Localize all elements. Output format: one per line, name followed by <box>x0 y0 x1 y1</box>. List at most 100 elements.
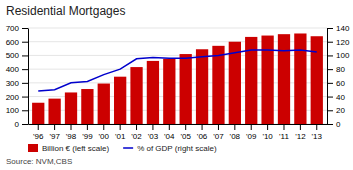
tick-label: '12 <box>295 132 306 141</box>
tick: 200 <box>6 93 28 102</box>
bar <box>32 103 44 124</box>
tick-label: 80 <box>336 65 345 74</box>
grid <box>28 28 327 124</box>
axis-domain <box>327 29 328 125</box>
tick: '11 <box>279 124 289 141</box>
tick-label: '11 <box>279 132 289 141</box>
bar <box>311 36 323 124</box>
tick: '07 <box>213 124 224 141</box>
tick: '08 <box>230 124 241 141</box>
tick-mark <box>316 124 317 130</box>
tick-mark <box>152 124 153 130</box>
bar <box>261 36 273 124</box>
tick-mark <box>22 42 28 43</box>
bar <box>196 49 208 124</box>
bar <box>114 77 126 124</box>
tick-mark <box>251 124 252 130</box>
tick-label: 120 <box>336 38 350 47</box>
y2-axis: 0 20 40 60 80 100 120 140 <box>327 24 350 129</box>
axis-domain <box>29 124 328 125</box>
tick-label: 140 <box>336 24 350 33</box>
tick-label: '99 <box>82 132 93 141</box>
tick: '97 <box>49 124 60 141</box>
legend-label: Billion € (left scale) <box>42 144 109 153</box>
line <box>38 50 317 91</box>
tick-label: 20 <box>336 106 345 115</box>
chart: Residential Mortgages'96'97'98'99'00'01'… <box>0 0 353 170</box>
tick: '13 <box>312 124 323 141</box>
bar <box>98 84 110 124</box>
title: Residential Mortgages <box>6 4 125 18</box>
tick-mark <box>234 124 235 130</box>
tick-mark <box>169 124 170 130</box>
tick-label: '07 <box>213 132 224 141</box>
tick-label: 300 <box>6 79 20 88</box>
tick: '99 <box>82 124 93 141</box>
tick-mark <box>327 83 333 84</box>
tick-label: '01 <box>115 132 126 141</box>
tick-mark <box>22 55 28 56</box>
tick-label: '97 <box>49 132 60 141</box>
tick-label: '02 <box>131 132 142 141</box>
bar <box>147 61 159 124</box>
axis-domain <box>28 29 29 125</box>
tick-mark <box>202 124 203 130</box>
tick-mark <box>54 124 55 130</box>
legend-item: Billion € (left scale) <box>28 144 109 153</box>
tick-mark <box>22 97 28 98</box>
tick-label: 400 <box>6 65 20 74</box>
tick-label: '03 <box>148 132 159 141</box>
bar <box>180 54 192 124</box>
tick-label: 600 <box>6 38 20 47</box>
tick-mark <box>327 42 333 43</box>
tick: 0 <box>15 120 28 129</box>
tick-label: '98 <box>66 132 77 141</box>
tick-mark <box>327 28 333 29</box>
tick: 600 <box>6 38 28 47</box>
tick: 300 <box>6 79 28 88</box>
tick-label: '00 <box>99 132 110 141</box>
legend: Billion € (left scale) % of GDP (right sc… <box>28 144 217 153</box>
tick-label: 60 <box>336 79 345 88</box>
tick: 100 <box>327 51 350 60</box>
tick: '12 <box>295 124 306 141</box>
tick-label: '09 <box>246 132 257 141</box>
tick-label: '13 <box>312 132 323 141</box>
tick: '10 <box>262 124 273 141</box>
tick-label: 500 <box>6 51 20 60</box>
tick-mark <box>22 28 28 29</box>
tick: 500 <box>6 51 28 60</box>
tick-label: 40 <box>336 93 345 102</box>
bar <box>130 67 142 124</box>
tick-label: 0 <box>15 120 20 129</box>
tick-mark <box>327 110 333 111</box>
tick: 400 <box>6 65 28 74</box>
tick-label: '04 <box>164 132 175 141</box>
y-axis: 0 100 200 300 400 500 600 700 <box>6 24 29 129</box>
tick: 120 <box>327 38 350 47</box>
tick-mark <box>267 124 268 130</box>
tick: '04 <box>164 124 175 141</box>
tick-mark <box>185 124 186 130</box>
tick-label: '96 <box>33 132 44 141</box>
x-axis: '96 '97 '98 '99 '00 '01 '02 '03 '04 '05 '06 '07 '08 '… <box>29 124 328 141</box>
tick-label: 700 <box>6 24 20 33</box>
tick-mark <box>327 55 333 56</box>
tick: '05 <box>180 124 191 141</box>
tick-mark <box>120 124 121 130</box>
legend-label: % of GDP (right scale) <box>137 144 217 153</box>
tick-label: 0 <box>336 120 341 129</box>
tick-mark <box>22 69 28 70</box>
bar <box>48 99 60 124</box>
tick: '06 <box>197 124 208 141</box>
plot: '96 '97 '98 '99 '00 '01 '02 '03 '04 '05 '06 '07 '08 '… <box>6 24 350 141</box>
bar-series <box>32 33 323 124</box>
tick-label: '08 <box>230 132 241 141</box>
tick: 100 <box>6 106 28 115</box>
tick-label: '06 <box>197 132 208 141</box>
tick-mark <box>136 124 137 130</box>
tick: 40 <box>327 93 345 102</box>
tick: 60 <box>327 79 345 88</box>
tick-label: 200 <box>6 93 20 102</box>
tick-mark <box>300 124 301 130</box>
